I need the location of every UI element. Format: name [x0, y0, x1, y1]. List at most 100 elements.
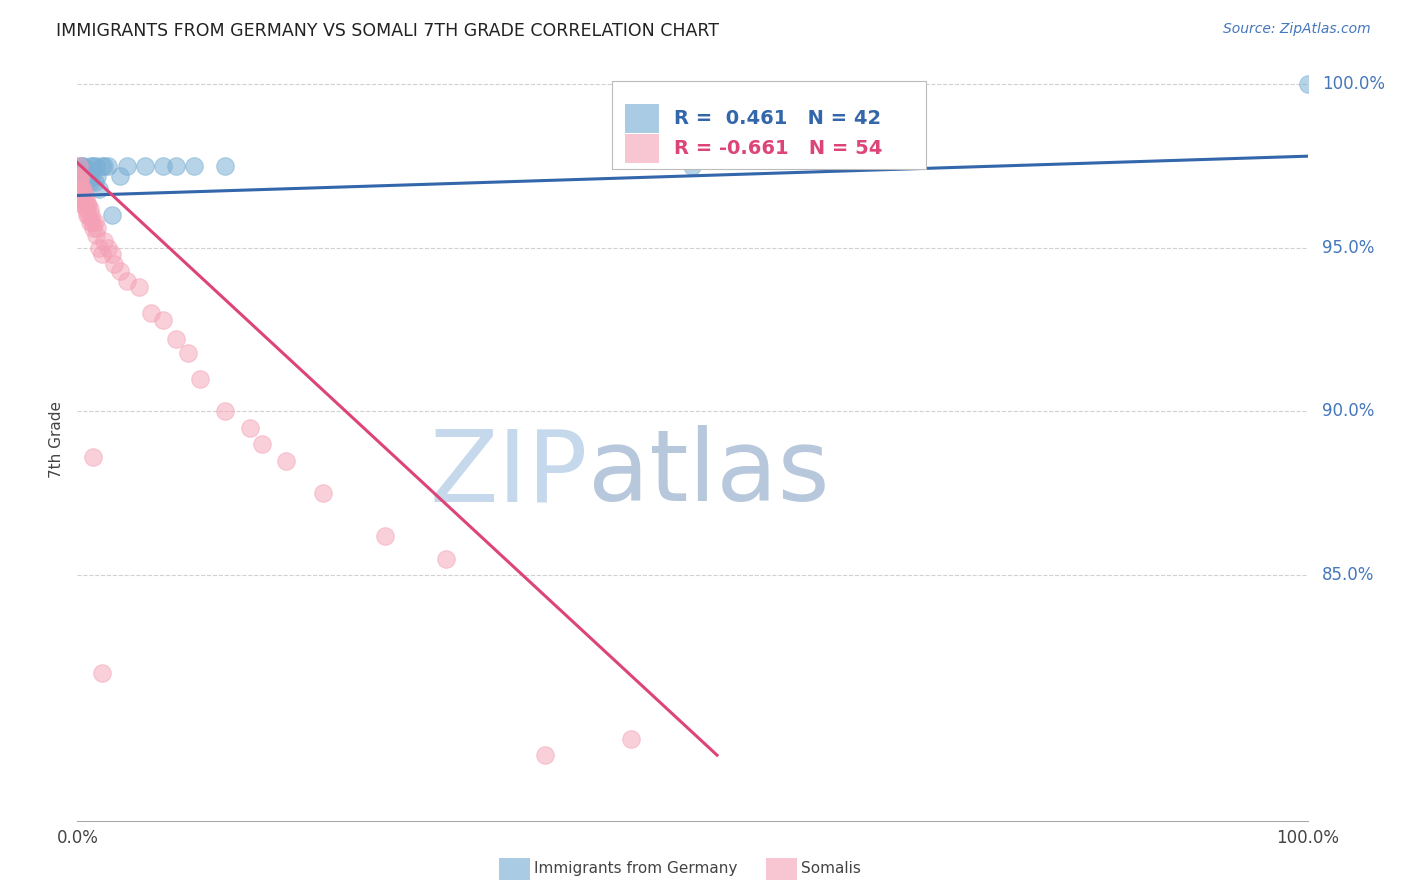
- Point: [70, 162, 93, 177]
- Point: [250, 437, 273, 451]
- Point: [72, 159, 94, 173]
- Point: [77, 165, 100, 179]
- Point: [436, 551, 458, 566]
- Point: [70, 182, 93, 196]
- Point: [67, 159, 90, 173]
- Point: [76, 208, 98, 222]
- Point: [76, 162, 98, 177]
- Point: [82, 214, 104, 228]
- Point: [72, 165, 94, 179]
- Point: [101, 247, 124, 261]
- Point: [82, 450, 104, 465]
- Point: [82, 159, 104, 173]
- Point: [165, 159, 187, 173]
- Point: [76, 169, 98, 183]
- Point: [214, 159, 236, 173]
- FancyBboxPatch shape: [613, 81, 927, 169]
- Point: [70, 188, 93, 202]
- Point: [89, 182, 111, 196]
- Text: Source: ZipAtlas.com: Source: ZipAtlas.com: [1223, 22, 1371, 37]
- Point: [97, 159, 120, 173]
- Point: [79, 165, 101, 179]
- Point: [152, 313, 174, 327]
- Point: [70, 169, 93, 183]
- Point: [188, 372, 212, 386]
- Point: [69, 172, 91, 186]
- Point: [86, 221, 108, 235]
- Point: [84, 227, 107, 242]
- Point: [79, 202, 101, 216]
- Point: [80, 159, 103, 173]
- Point: [79, 214, 101, 228]
- Point: [70, 182, 93, 196]
- Text: 85.0%: 85.0%: [1323, 566, 1375, 584]
- Point: [72, 198, 94, 212]
- Point: [152, 159, 174, 173]
- Point: [77, 208, 100, 222]
- Point: [70, 165, 93, 179]
- Point: [103, 257, 125, 271]
- Point: [70, 175, 93, 189]
- Point: [177, 345, 200, 359]
- Point: [82, 169, 104, 183]
- Point: [69, 175, 91, 189]
- Text: 100.0%: 100.0%: [1323, 75, 1385, 93]
- Point: [75, 175, 97, 189]
- Point: [90, 666, 114, 681]
- Point: [534, 748, 557, 763]
- Point: [86, 169, 108, 183]
- Point: [115, 274, 138, 288]
- Point: [128, 280, 150, 294]
- Text: R =  0.461   N = 42: R = 0.461 N = 42: [673, 109, 882, 128]
- Point: [101, 208, 124, 222]
- Point: [312, 486, 335, 500]
- Point: [239, 421, 262, 435]
- Text: ZIP: ZIP: [429, 425, 588, 522]
- Point: [115, 159, 138, 173]
- Point: [80, 208, 103, 222]
- Point: [77, 172, 100, 186]
- Text: R = -0.661   N = 54: R = -0.661 N = 54: [673, 139, 883, 158]
- Point: [620, 731, 643, 746]
- Point: [69, 182, 91, 196]
- Point: [67, 169, 90, 183]
- Point: [77, 198, 100, 212]
- Point: [110, 169, 132, 183]
- Text: 90.0%: 90.0%: [1323, 402, 1375, 420]
- Point: [134, 159, 156, 173]
- Point: [70, 192, 93, 206]
- Point: [69, 169, 91, 183]
- Point: [72, 169, 94, 183]
- Point: [73, 162, 96, 177]
- Text: Somalis: Somalis: [801, 862, 862, 876]
- Bar: [624, 104, 659, 133]
- Point: [70, 169, 93, 183]
- Point: [84, 159, 107, 173]
- Point: [79, 175, 101, 189]
- Bar: [624, 134, 659, 163]
- Point: [93, 234, 115, 248]
- Point: [73, 172, 96, 186]
- Point: [183, 159, 205, 173]
- Point: [89, 241, 111, 255]
- Point: [73, 188, 96, 202]
- Text: 95.0%: 95.0%: [1323, 239, 1375, 257]
- Point: [76, 198, 98, 212]
- Point: [1296, 77, 1319, 91]
- Point: [82, 221, 104, 235]
- Point: [70, 159, 93, 173]
- Point: [70, 172, 93, 186]
- Point: [165, 333, 187, 347]
- Point: [214, 404, 236, 418]
- Point: [69, 169, 91, 183]
- Point: [83, 214, 105, 228]
- Y-axis label: 7th Grade: 7th Grade: [49, 401, 65, 478]
- Point: [97, 241, 120, 255]
- Point: [90, 247, 114, 261]
- Point: [93, 159, 115, 173]
- Point: [75, 202, 97, 216]
- Point: [75, 192, 97, 206]
- Point: [72, 192, 94, 206]
- Text: IMMIGRANTS FROM GERMANY VS SOMALI 7TH GRADE CORRELATION CHART: IMMIGRANTS FROM GERMANY VS SOMALI 7TH GR…: [56, 22, 720, 40]
- Point: [83, 175, 105, 189]
